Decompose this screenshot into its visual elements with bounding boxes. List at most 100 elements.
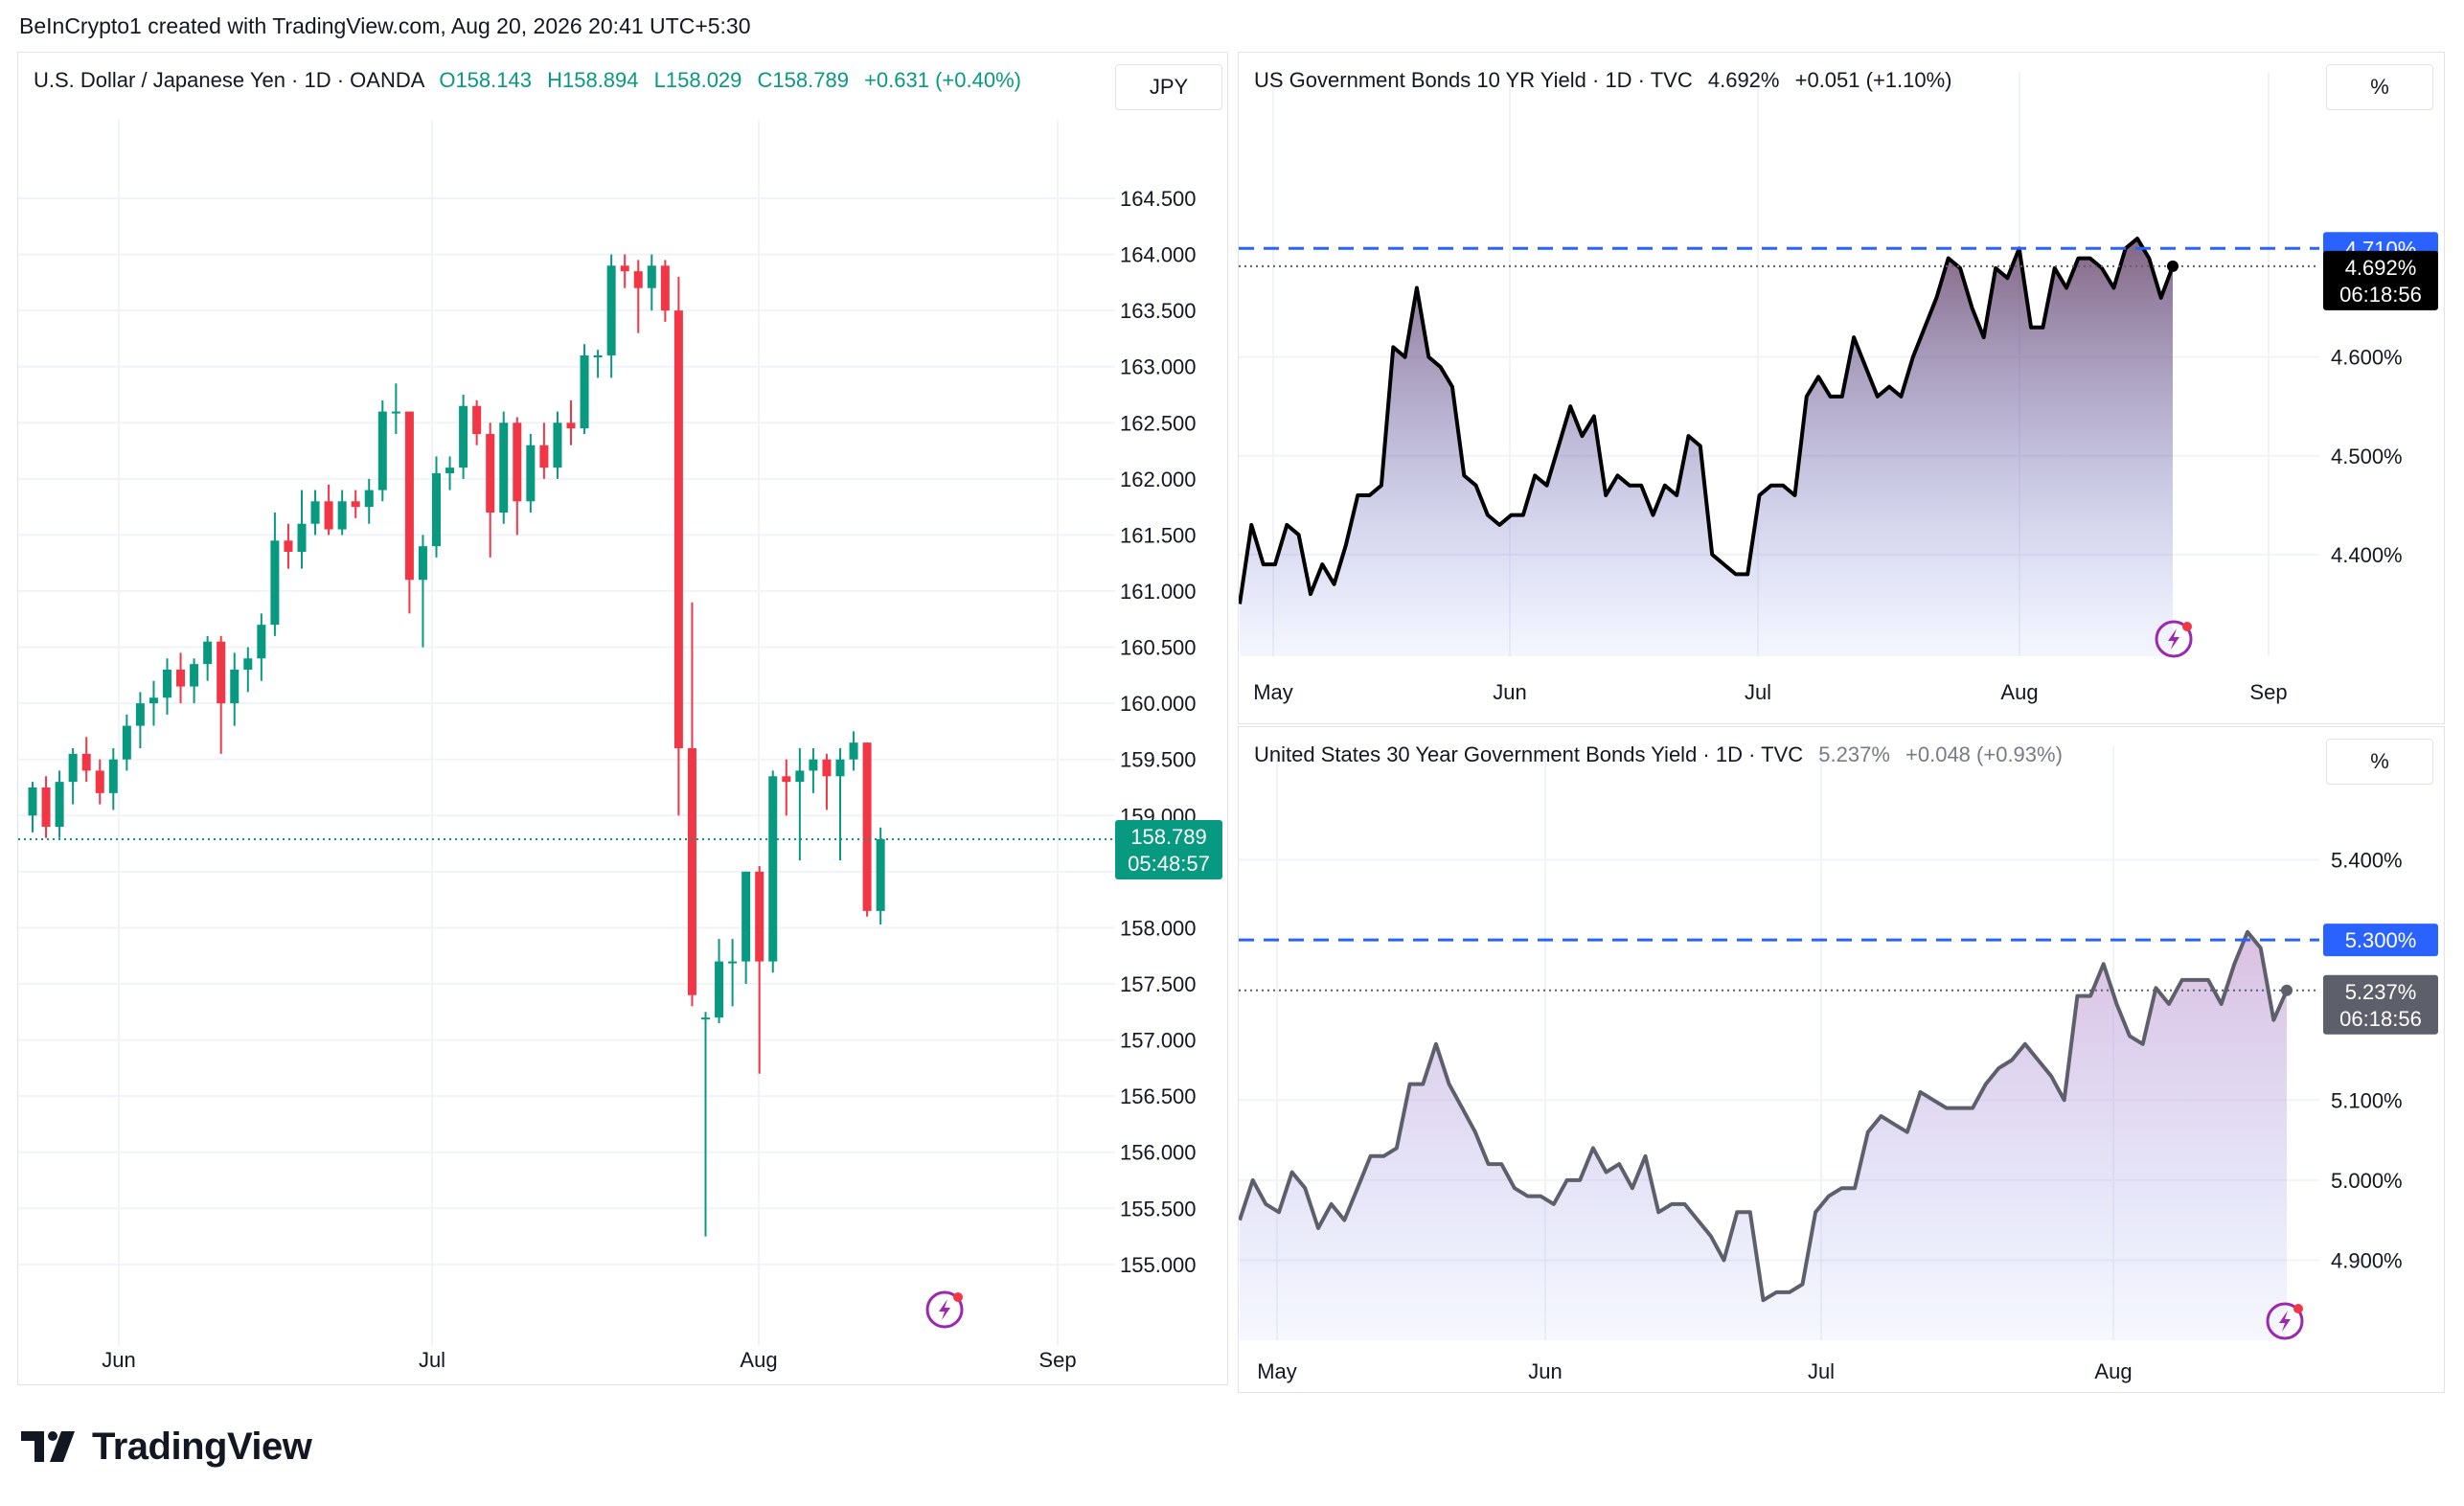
- usdjpy-y-tick-label: 161.000: [1120, 580, 1197, 604]
- usdjpy-y-tick-label: 161.500: [1120, 523, 1197, 547]
- tradingview-wordmark: TradingView: [92, 1425, 312, 1468]
- candle-body: [862, 742, 872, 911]
- candle-body: [377, 411, 387, 491]
- us30y-area-fill: [1240, 931, 2287, 1340]
- usdjpy-chart-svg[interactable]: 164.500 164.000 163.500 163.000 162.500 162.0…: [18, 53, 1227, 1384]
- attribution: BeInCrypto1 created with TradingView.com…: [19, 13, 751, 38]
- us30y-title: United States 30 Year Government Bonds Y…: [1254, 742, 1804, 766]
- candle-body: [513, 422, 522, 502]
- usdjpy-y-tick-label: 163.000: [1120, 355, 1197, 379]
- us30y-chart-panel[interactable]: 5.400% 5.100% 5.000% 4.900% May Jun Jul Aug 5.30…: [1238, 726, 2445, 1393]
- candle-body: [701, 1017, 710, 1020]
- us30y-y-tick-label: 5.100%: [2331, 1088, 2403, 1112]
- candle-body: [687, 748, 696, 995]
- svg-text:5.300%: 5.300%: [2345, 928, 2417, 952]
- us30y-x-tick-label: Jul: [1808, 1359, 1835, 1383]
- candle-body: [876, 839, 885, 911]
- candle-body: [203, 641, 213, 665]
- us10y-last-point: [2167, 260, 2179, 272]
- candle-body: [715, 961, 724, 1018]
- candle-body: [243, 658, 253, 670]
- us10y-unit-button[interactable]: %: [2326, 64, 2433, 110]
- us30y-y-tick-label: 5.000%: [2331, 1169, 2403, 1193]
- us30y-unit-button[interactable]: %: [2326, 739, 2433, 785]
- us10y-x-tick-label: Jul: [1745, 680, 1771, 704]
- svg-text:158.789: 158.789: [1130, 825, 1207, 849]
- candle-body: [41, 787, 51, 827]
- usdjpy-y-tick-label: 157.500: [1120, 972, 1197, 996]
- candle-body: [580, 355, 589, 429]
- us30y-price-tag: 5.237% 06:18:56: [2323, 974, 2438, 1035]
- candle-body: [81, 753, 91, 771]
- candle-body: [633, 271, 643, 288]
- lightning-bolt-icon: [2266, 1302, 2304, 1340]
- usdjpy-y-tick-label: 162.500: [1120, 411, 1197, 435]
- candle-body: [445, 468, 455, 473]
- us30y-y-tick-label: 4.900%: [2331, 1248, 2403, 1272]
- candle-body: [432, 473, 441, 547]
- us10y-value: 4.692%: [1707, 68, 1780, 92]
- usdjpy-y-tick-label: 164.500: [1120, 187, 1197, 211]
- candle-body: [647, 265, 656, 288]
- candle-body: [163, 670, 171, 698]
- candle-body: [391, 411, 400, 414]
- candle-body: [270, 540, 280, 626]
- us10y-x-tick-label: Sep: [2249, 680, 2287, 704]
- us10y-y-tick-label: 4.500%: [2331, 445, 2403, 468]
- candle-body: [95, 770, 104, 793]
- svg-text:05:48:57: 05:48:57: [1128, 852, 1210, 876]
- candle-body: [230, 670, 240, 704]
- candle-body: [176, 670, 186, 687]
- usdjpy-x-tick-label: Aug: [740, 1348, 777, 1372]
- candle-body: [351, 501, 360, 508]
- candle-body: [835, 759, 845, 777]
- candle-body: [782, 776, 791, 783]
- candle-body: [809, 759, 818, 771]
- candle-body: [190, 664, 199, 687]
- tradingview-logo-icon: [21, 1431, 75, 1462]
- usdjpy-currency-button[interactable]: JPY: [1115, 64, 1222, 110]
- candle-body: [257, 625, 266, 659]
- usdjpy-y-tick-label: 160.500: [1120, 636, 1197, 660]
- candle-body: [849, 742, 858, 760]
- candle-body: [526, 445, 536, 502]
- us10y-legend: US Government Bonds 10 YR Yield · 1D · T…: [1254, 68, 1952, 93]
- us10y-change: +0.051 (+1.10%): [1794, 68, 1952, 92]
- usdjpy-x-tick-label: Jun: [102, 1348, 135, 1372]
- usdjpy-price-tag: 158.789 05:48:57: [1115, 820, 1222, 880]
- candle-body: [108, 759, 118, 793]
- us10y-x-tick-label: Aug: [2000, 680, 2038, 704]
- usdjpy-y-tick-label: 163.500: [1120, 299, 1197, 323]
- lightning-bolt-icon: [2155, 620, 2193, 658]
- usdjpy-x-tick-label: Sep: [1038, 1348, 1076, 1372]
- candle-body: [673, 310, 683, 748]
- tradingview-logo[interactable]: TradingView: [21, 1424, 312, 1470]
- us30y-chart-svg[interactable]: 5.400% 5.100% 5.000% 4.900% May Jun Jul Aug 5.30…: [1239, 727, 2444, 1392]
- candle-body: [122, 725, 131, 760]
- candle-body: [822, 759, 832, 777]
- candle-body: [217, 641, 226, 704]
- candle-body: [741, 871, 751, 962]
- candle-body: [404, 411, 414, 581]
- usdjpy-y-tick-label: 158.000: [1120, 916, 1197, 940]
- candle-body: [755, 871, 764, 962]
- us30y-value: 5.237%: [1818, 742, 1890, 766]
- us10y-y-tick-label: 4.400%: [2331, 543, 2403, 567]
- candle-body: [620, 265, 629, 272]
- us10y-chart-panel[interactable]: 4.600% 4.500% 4.400% May Jun Jul Aug Sep 4.710% 4…: [1238, 52, 2445, 724]
- us10y-y-tick-label: 4.600%: [2331, 346, 2403, 370]
- candle-body: [418, 546, 427, 581]
- us30y-y-tick-label: 5.400%: [2331, 849, 2403, 873]
- candle-body: [660, 265, 670, 311]
- lightning-bolt-icon: [925, 1290, 964, 1329]
- usdjpy-chart-panel[interactable]: 164.500 164.000 163.500 163.000 162.500 162.0…: [17, 52, 1228, 1385]
- candle-body: [728, 961, 738, 964]
- svg-text:06:18:56: 06:18:56: [2339, 1007, 2422, 1031]
- us10y-chart-svg[interactable]: 4.600%4.500%4.400%May Jun Jul Aug Sep4.710%4…: [1239, 53, 2444, 723]
- candle-body: [284, 540, 293, 552]
- usdjpy-change: +0.631 (+0.40%): [864, 68, 1021, 92]
- us10y-price-tag: 4.692% 06:18:56: [2323, 250, 2438, 310]
- candle-body: [310, 501, 320, 524]
- candle-body: [593, 355, 603, 357]
- candle-body: [28, 787, 37, 816]
